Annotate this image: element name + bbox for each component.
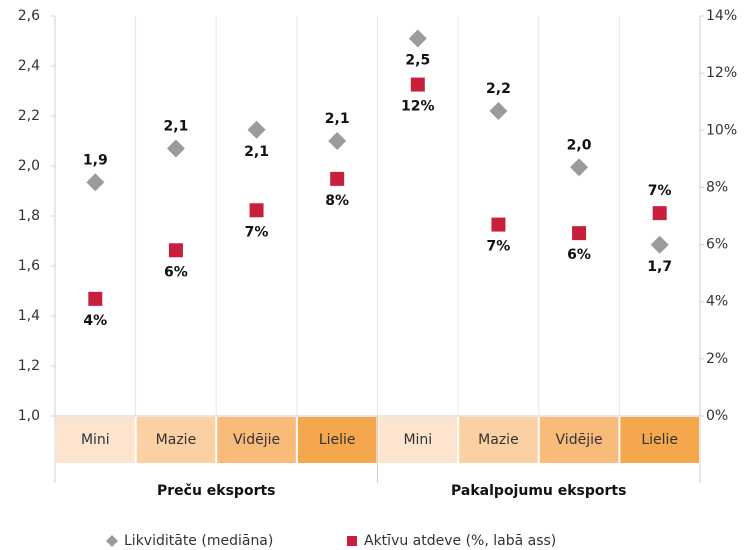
- y-tick-label: 2,4: [18, 58, 40, 74]
- data-label: 1,7: [647, 259, 672, 275]
- y-tick-label: 2,0: [18, 158, 40, 174]
- y2-tick-label: 6%: [706, 237, 728, 253]
- y2-tick-label: 4%: [706, 294, 728, 310]
- category-box: [136, 417, 216, 463]
- point: [166, 139, 185, 158]
- x-tick-label: Lielie: [641, 432, 678, 448]
- point: [88, 291, 103, 306]
- data-label: 6%: [164, 264, 188, 280]
- point: [168, 243, 183, 258]
- data-label: 7%: [648, 183, 672, 199]
- point: [408, 29, 427, 48]
- category-box: [56, 417, 135, 463]
- category-box: [459, 417, 538, 463]
- y-tick-label: 2,6: [18, 8, 40, 24]
- y2-tick-label: 0%: [706, 408, 728, 424]
- data-label: 2,2: [486, 81, 511, 97]
- point: [247, 120, 266, 139]
- y2-tick-label: 8%: [706, 179, 728, 195]
- group-label: Pakalpojumu eksports: [451, 483, 626, 499]
- data-label: 8%: [325, 193, 349, 209]
- point: [572, 226, 587, 241]
- legend-marker: [347, 536, 357, 546]
- point: [86, 173, 105, 192]
- x-tick-label: Mazie: [478, 432, 519, 448]
- data-label: 1,9: [83, 152, 108, 168]
- x-tick-label: Mazie: [156, 432, 197, 448]
- category-box: [378, 417, 458, 463]
- category-box: [297, 417, 377, 463]
- y-tick-label: 2,2: [18, 108, 40, 124]
- y-tick-label: 1,2: [18, 358, 40, 374]
- point: [491, 217, 506, 232]
- legend-label: Likviditāte (mediāna): [124, 533, 273, 549]
- category-box: [539, 417, 619, 463]
- category-box: [620, 417, 699, 463]
- y-tick-label: 1,4: [18, 308, 40, 324]
- point: [570, 158, 589, 177]
- point: [650, 235, 669, 254]
- data-label: 7%: [245, 224, 269, 240]
- data-label: 7%: [487, 239, 511, 255]
- data-label: 2,5: [405, 53, 430, 69]
- data-label: 2,0: [567, 137, 592, 153]
- data-label: 4%: [83, 313, 107, 329]
- point: [489, 102, 508, 120]
- legend-label: Aktīvu atdeve (%, labā ass): [364, 533, 556, 549]
- y2-tick-label: 14%: [706, 8, 737, 24]
- x-tick-label: Mini: [403, 432, 432, 448]
- y2-tick-label: 2%: [706, 351, 728, 367]
- legend-marker: [106, 535, 118, 547]
- data-label: 2,1: [244, 144, 269, 160]
- data-label: 6%: [567, 247, 591, 263]
- group-label: Preču eksports: [157, 483, 276, 499]
- x-tick-label: Mini: [81, 432, 110, 448]
- point: [410, 77, 425, 92]
- data-label: 12%: [401, 99, 435, 115]
- y-tick-label: 1,8: [18, 208, 40, 224]
- y-tick-label: 1,6: [18, 258, 40, 274]
- point: [249, 203, 264, 218]
- point: [330, 171, 345, 186]
- x-tick-label: Vidējie: [233, 432, 280, 448]
- y2-tick-label: 10%: [706, 122, 737, 138]
- y-tick-label: 1,0: [18, 408, 40, 424]
- category-box: [217, 417, 296, 463]
- point: [652, 206, 667, 221]
- point: [328, 132, 347, 150]
- x-tick-label: Vidējie: [556, 432, 603, 448]
- data-label: 2,1: [164, 119, 189, 135]
- x-tick-label: Lielie: [319, 432, 356, 448]
- y2-tick-label: 12%: [706, 65, 737, 81]
- data-label: 2,1: [325, 111, 350, 127]
